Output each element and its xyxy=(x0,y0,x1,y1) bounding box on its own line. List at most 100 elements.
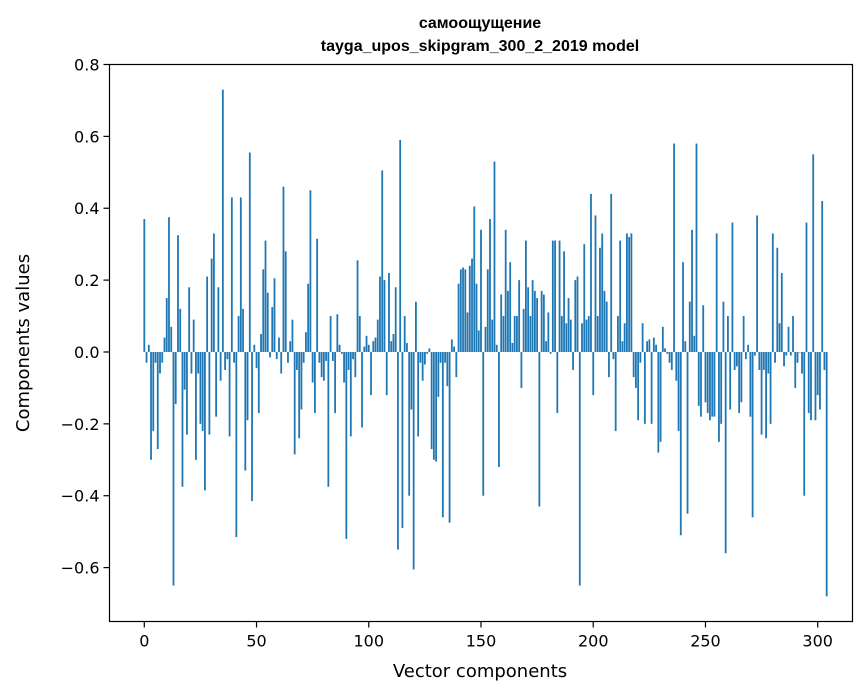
bar-137 xyxy=(450,339,453,352)
bar-25 xyxy=(199,351,202,424)
y-tick-label-3: 0.0 xyxy=(74,343,99,362)
bar-135 xyxy=(446,351,449,387)
bar-162 xyxy=(507,290,509,352)
x-tick-label-6: 300 xyxy=(802,632,833,651)
bar-170 xyxy=(525,240,527,352)
bar-84 xyxy=(331,351,334,361)
bar-15 xyxy=(177,235,179,352)
bar-156 xyxy=(493,161,496,352)
bar-116 xyxy=(403,316,406,352)
bar-287 xyxy=(787,326,790,352)
bar-106 xyxy=(381,170,384,352)
bar-94 xyxy=(354,351,357,378)
y-tick-label-1: −0.4 xyxy=(61,487,100,506)
bar-175 xyxy=(536,298,539,352)
bar-73 xyxy=(307,283,310,352)
bar-154 xyxy=(489,219,491,352)
bar-186 xyxy=(560,316,563,352)
bar-278 xyxy=(767,351,770,374)
bar-18 xyxy=(183,351,186,390)
bar-290 xyxy=(794,351,797,388)
bar-30 xyxy=(210,258,213,352)
bar-3 xyxy=(150,351,152,460)
bar-76 xyxy=(313,351,316,414)
bar-229 xyxy=(657,351,660,453)
bar-236 xyxy=(673,143,675,352)
y-axis-label: Components values xyxy=(13,254,34,432)
bar-208 xyxy=(610,193,613,352)
bar-179 xyxy=(545,341,547,352)
bar-133 xyxy=(441,351,444,518)
bar-196 xyxy=(583,244,586,352)
bar-132 xyxy=(439,351,442,363)
bar-150 xyxy=(480,229,482,352)
y-tick-label-2: −0.2 xyxy=(61,415,100,434)
x-tick-label-5: 250 xyxy=(690,632,721,651)
bar-35 xyxy=(221,89,224,352)
bar-173 xyxy=(531,280,534,352)
bar-126 xyxy=(426,351,429,354)
bar-210 xyxy=(614,351,617,432)
bar-224 xyxy=(646,341,649,352)
bar-184 xyxy=(556,351,559,414)
bar-120 xyxy=(412,351,415,570)
bar-51 xyxy=(257,351,260,414)
bar-230 xyxy=(659,351,662,442)
bar-59 xyxy=(275,351,278,360)
bar-40 xyxy=(233,351,235,363)
bar-103 xyxy=(374,337,377,352)
bar-202 xyxy=(596,316,599,352)
bar-171 xyxy=(527,287,530,352)
bar-168 xyxy=(520,351,523,388)
bar-75 xyxy=(311,351,314,383)
x-tick-label-3: 150 xyxy=(466,632,497,651)
bar-19 xyxy=(186,351,188,435)
bar-238 xyxy=(677,351,680,432)
bar-209 xyxy=(612,351,615,360)
bar-141 xyxy=(459,269,462,352)
bar-140 xyxy=(457,283,460,352)
bar-105 xyxy=(379,276,381,352)
y-tick-label-7: 0.8 xyxy=(74,56,99,75)
bar-157 xyxy=(495,344,498,352)
bar-255 xyxy=(715,233,718,352)
bar-243 xyxy=(688,301,691,352)
bar-264 xyxy=(736,351,738,367)
bar-248 xyxy=(700,351,702,417)
bar-146 xyxy=(471,258,473,352)
bar-293 xyxy=(801,351,803,374)
x-tick-label-4: 200 xyxy=(578,632,609,651)
bar-102 xyxy=(372,341,375,352)
bar-8 xyxy=(161,351,164,363)
bar-151 xyxy=(482,351,485,496)
bar-241 xyxy=(684,341,687,352)
bar-270 xyxy=(749,351,752,417)
bar-90 xyxy=(345,351,348,539)
bar-244 xyxy=(691,229,693,352)
bar-160 xyxy=(502,316,505,352)
bar-302 xyxy=(821,201,824,352)
bar-301 xyxy=(819,351,821,410)
bar-193 xyxy=(576,276,579,352)
bar-172 xyxy=(529,316,532,352)
bar-109 xyxy=(388,272,390,352)
bar-38 xyxy=(228,351,231,437)
bar-6 xyxy=(156,351,159,450)
bar-245 xyxy=(693,335,696,352)
bar-166 xyxy=(516,316,518,352)
bar-256 xyxy=(718,351,720,442)
bar-117 xyxy=(406,343,408,352)
bar-12 xyxy=(170,326,173,352)
bar-221 xyxy=(639,351,642,363)
bar-130 xyxy=(435,351,438,462)
bar-42 xyxy=(237,316,240,352)
bar-190 xyxy=(569,319,572,352)
bar-199 xyxy=(590,193,592,352)
bar-22 xyxy=(192,319,195,352)
bar-240 xyxy=(682,262,684,352)
bar-235 xyxy=(670,351,673,370)
bar-145 xyxy=(468,265,471,352)
bar-268 xyxy=(744,351,747,360)
bar-86 xyxy=(336,314,339,352)
